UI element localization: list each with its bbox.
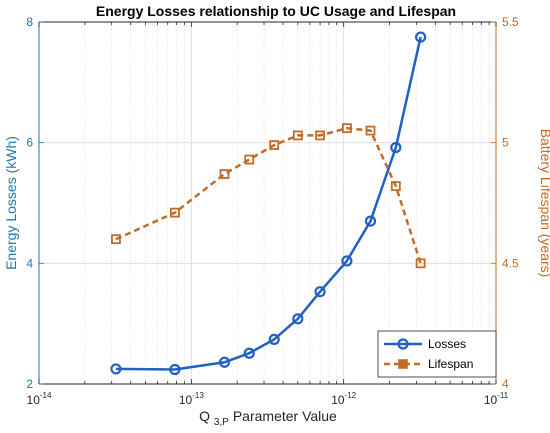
series-line-lifespan <box>115 126 422 264</box>
legend-label-lifespan: Lifespan <box>428 357 473 371</box>
y-right-tick-label: 4.5 <box>502 256 519 270</box>
grid <box>38 21 497 385</box>
data-point-lifespan <box>315 130 325 141</box>
x-tick-label: 10-11 <box>484 391 509 407</box>
x-tick-label-base: 10 <box>27 393 41 407</box>
data-point-losses <box>268 333 280 345</box>
axes <box>38 21 497 385</box>
data-point-losses <box>218 356 231 368</box>
x-tick-label: 10-12 <box>331 391 356 407</box>
data-point-losses <box>364 215 377 227</box>
x-tick-label-exponent: -11 <box>497 391 509 400</box>
data-point-lifespan <box>244 154 255 165</box>
series-line-losses <box>115 36 422 371</box>
legend-marker-losses <box>397 338 409 350</box>
data-point-lifespan <box>365 125 376 136</box>
x-tick-label: 10-13 <box>179 391 204 407</box>
data-point-lifespan <box>219 169 230 179</box>
x-tick-label: 10-14 <box>27 391 52 407</box>
data-point-losses <box>292 313 304 325</box>
x-axis-label: Q 3,P Parameter Value <box>199 408 337 428</box>
data-point-lifespan <box>292 130 303 141</box>
x-tick-label-exponent: -13 <box>192 391 204 400</box>
data-point-losses <box>314 286 326 298</box>
legend-label-losses: Losses <box>428 337 466 351</box>
y-axis-label-right: Battery Lifespan (years) <box>538 129 550 278</box>
y-right-tick-label: 4 <box>502 377 509 391</box>
data-point-losses <box>243 347 255 359</box>
x-axis-label-main: Q <box>199 408 210 424</box>
y-left-tick-label: 4 <box>26 256 33 270</box>
y-axis-label-left: Energy Losses (kWh) <box>3 136 19 270</box>
x-tick-label-exponent: -14 <box>40 391 52 400</box>
data-point-lifespan <box>169 207 180 218</box>
data-point-losses <box>390 141 402 154</box>
x-tick-label-exponent: -12 <box>345 391 357 400</box>
legend-box <box>377 330 497 378</box>
y-left-tick-label: 8 <box>26 15 33 29</box>
data-point-lifespan <box>390 181 401 192</box>
x-axis-label-rest: Parameter Value <box>233 408 337 424</box>
legend-marker-lifespan <box>398 359 408 369</box>
x-tick-label-base: 10 <box>331 393 345 407</box>
x-tick-label-base: 10 <box>484 393 498 407</box>
y-right-tick-label: 5 <box>502 136 509 150</box>
legend: Losses Lifespan <box>377 330 497 378</box>
data-point-losses <box>415 31 427 43</box>
series <box>110 31 427 376</box>
y-right-tick-label: 5.5 <box>502 15 519 29</box>
data-point-lifespan <box>341 123 352 134</box>
data-point-lifespan <box>269 140 280 150</box>
x-axis-label-subscript: 3,P <box>214 417 229 428</box>
data-point-losses <box>169 363 181 376</box>
y-left-tick-label: 2 <box>26 377 33 391</box>
y-left-tick-label: 6 <box>26 136 33 150</box>
data-point-losses <box>110 363 122 375</box>
data-point-lifespan <box>415 258 426 269</box>
chart-title: Energy Losses relationship to UC Usage a… <box>96 3 456 19</box>
data-point-losses <box>341 255 353 267</box>
x-tick-label-base: 10 <box>179 393 193 407</box>
data-point-lifespan <box>111 234 121 245</box>
